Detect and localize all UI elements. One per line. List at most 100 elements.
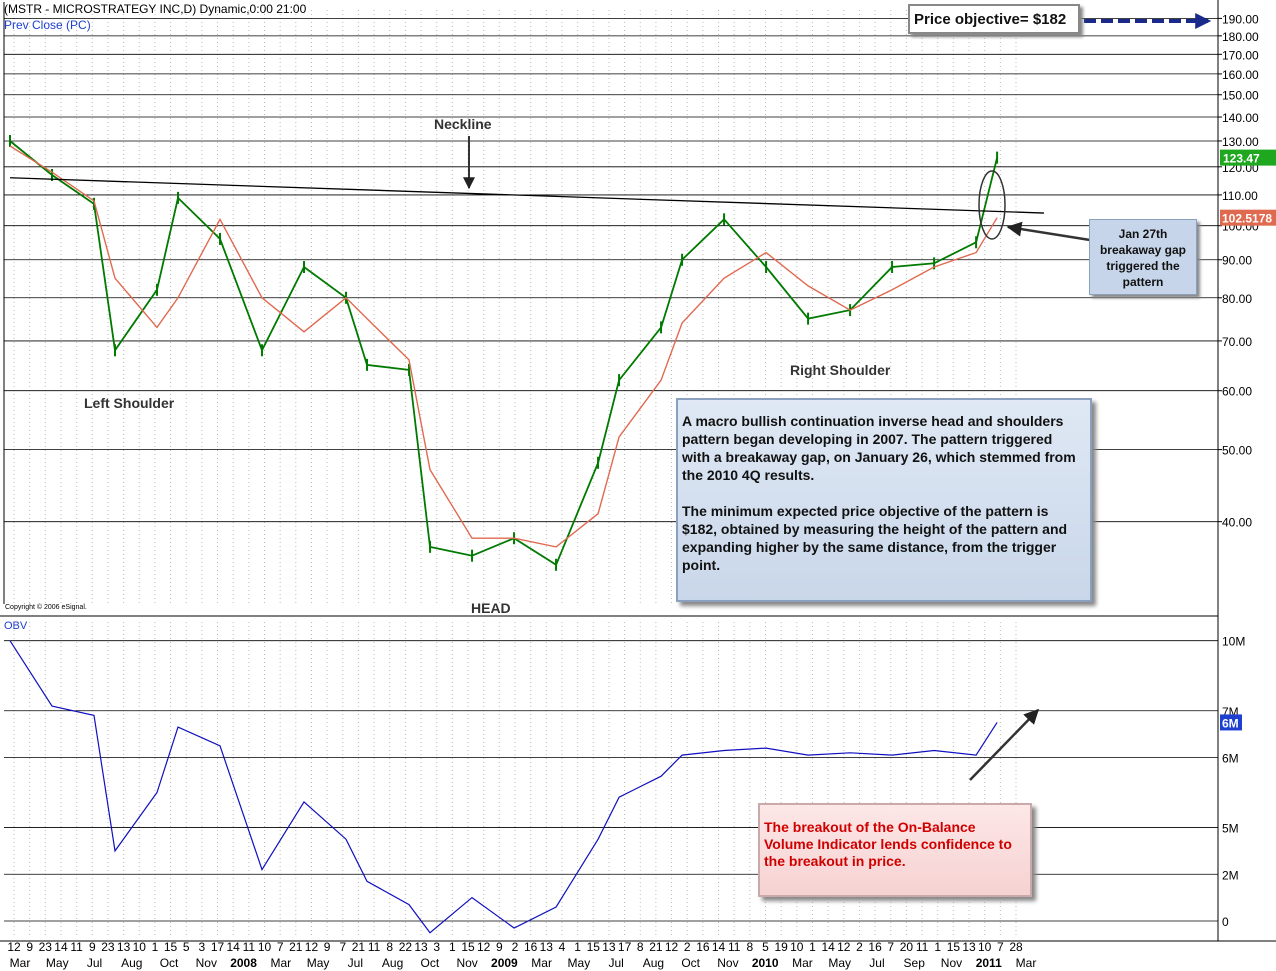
x-day-tick-label: 2 [684, 940, 691, 954]
obv-tick-label: 10M [1222, 635, 1245, 649]
x-day-tick-label: 15 [587, 940, 601, 954]
x-day-tick-label: 17 [211, 940, 225, 954]
obv-series-line [9, 640, 998, 934]
x-month-tick-label: Jul [608, 956, 623, 970]
x-day-tick-label: 11 [243, 940, 256, 954]
neckline-trendline [9, 177, 1045, 214]
x-day-tick-label: 3 [433, 940, 440, 954]
x-day-tick-label: 2 [856, 940, 863, 954]
x-day-tick-label: 3 [199, 940, 206, 954]
obv-tick-label: 0 [1222, 915, 1229, 929]
pattern-note-paragraph: A macro bullish continuation inverse hea… [682, 413, 1076, 483]
x-day-tick-label: 9 [324, 940, 331, 954]
x-day-tick-label: 23 [101, 940, 115, 954]
x-day-tick-label: 11 [70, 940, 83, 954]
axes: 12 9 23 14 11 9 23 13 10 1 15 5 3 17 14 11 10 7 21 12 9 7 21 11… [7, 12, 1276, 970]
price-tick-label: 90.00 [1222, 254, 1252, 268]
x-month-tick-label: Nov [717, 956, 738, 970]
x-day-tick-label: 1 [152, 940, 159, 954]
last-price-tag-label: 123.47 [1223, 152, 1260, 166]
price-series-line [9, 140, 998, 567]
x-month-tick-label: 2010 [752, 956, 779, 970]
x-month-tick-label: Oct [681, 956, 700, 970]
x-month-tick-label: 2008 [230, 956, 257, 970]
x-month-tick-label: Mar [792, 956, 813, 970]
x-day-tick-label: 28 [1009, 940, 1023, 954]
head-label: HEAD [471, 600, 511, 616]
x-day-tick-label: 17 [618, 940, 632, 954]
x-month-tick-label: Nov [196, 956, 217, 970]
x-month-tick-label: 2011 [976, 956, 1002, 970]
x-month-tick-label: Aug [643, 956, 664, 970]
obv-last-tag-label: 6M [1222, 716, 1239, 730]
breakaway-gap-ellipse [978, 170, 1006, 240]
x-month-tick-label: Nov [456, 956, 477, 970]
left-shoulder-label: Left Shoulder [84, 395, 175, 411]
x-day-tick-label: 8 [637, 940, 644, 954]
x-month-tick-label: Oct [160, 956, 179, 970]
x-day-tick-label: 13 [414, 940, 428, 954]
pattern-note-paragraph: The minimum expected price objective of … [682, 503, 1068, 573]
x-day-tick-label: 4 [559, 940, 566, 954]
x-day-tick-label: 8 [386, 940, 393, 954]
x-day-tick-label: 9 [496, 940, 503, 954]
x-day-tick-label: 10 [790, 940, 804, 954]
price-tick-label: 110.00 [1222, 189, 1258, 203]
annotation-lines [463, 13, 1212, 781]
x-day-tick-label: 9 [89, 940, 96, 954]
grid [0, 0, 1276, 942]
chart-symbol-header: (MSTR - MICROSTRATEGY INC,D) Dynamic,0:0… [4, 2, 307, 16]
x-day-tick-label: 8 [747, 940, 754, 954]
x-month-tick-label: May [307, 956, 330, 970]
x-day-tick-label: 10 [133, 940, 147, 954]
x-day-tick-label: 5 [762, 940, 769, 954]
price-tick-label: 60.00 [1222, 385, 1252, 399]
price-tick-label: 160.00 [1222, 68, 1259, 82]
price-tick-label: 70.00 [1222, 335, 1252, 349]
x-month-tick-label: Mar [1016, 956, 1037, 970]
right-shoulder-label: Right Shoulder [790, 362, 891, 378]
x-day-tick-label: 13 [540, 940, 554, 954]
x-day-tick-label: 12 [837, 940, 851, 954]
obv-breakout-note: The breakout of the On-Balance Volume In… [758, 803, 1032, 897]
price-tick-label: 170.00 [1222, 48, 1259, 62]
x-month-tick-label: Aug [382, 956, 403, 970]
gap-note-arrow [1006, 221, 1091, 242]
obv-panel [9, 640, 998, 934]
moving-average-line [9, 145, 998, 548]
x-day-tick-label: 21 [649, 940, 663, 954]
x-day-tick-label: 7 [277, 940, 284, 954]
x-day-tick-label: 10 [978, 940, 992, 954]
pattern-description-note: A macro bullish continuation inverse hea… [676, 398, 1092, 602]
x-month-tick-label: Jul [87, 956, 102, 970]
x-day-tick-label: 1 [574, 940, 581, 954]
x-day-tick-label: 11 [728, 940, 741, 954]
x-day-tick-label: 11 [368, 940, 381, 954]
x-day-tick-label: 9 [26, 940, 33, 954]
obv-tick-label: 5M [1222, 822, 1239, 836]
x-month-tick-label: 2009 [491, 956, 518, 970]
x-day-tick-label: 1 [934, 940, 941, 954]
x-day-tick-label: 21 [289, 940, 303, 954]
x-day-tick-label: 22 [399, 940, 413, 954]
x-day-tick-label: 23 [39, 940, 53, 954]
x-month-tick-label: May [46, 956, 69, 970]
x-day-tick-label: 16 [868, 940, 882, 954]
x-day-tick-label: 20 [900, 940, 914, 954]
gap-note-line: triggered the [1106, 259, 1180, 273]
prev-close-label: Prev Close (PC) [4, 18, 91, 32]
x-day-tick-label: 14 [712, 940, 726, 954]
x-day-tick-label: 7 [339, 940, 346, 954]
x-day-tick-label: 14 [227, 940, 241, 954]
x-day-tick-label: 10 [258, 940, 272, 954]
x-day-tick-label: 1 [809, 940, 816, 954]
x-day-tick-label: 16 [524, 940, 538, 954]
x-day-tick-label: 15 [164, 940, 178, 954]
price-tick-label: 180.00 [1222, 30, 1259, 44]
breakaway-gap-note: Jan 27th breakaway gap triggered the pat… [1089, 219, 1197, 295]
x-month-tick-label: Oct [421, 956, 440, 970]
x-day-tick-label: 12 [665, 940, 679, 954]
neckline-label: Neckline [434, 116, 492, 132]
x-day-tick-label: 1 [449, 940, 456, 954]
gap-note-line: pattern [1122, 275, 1164, 289]
